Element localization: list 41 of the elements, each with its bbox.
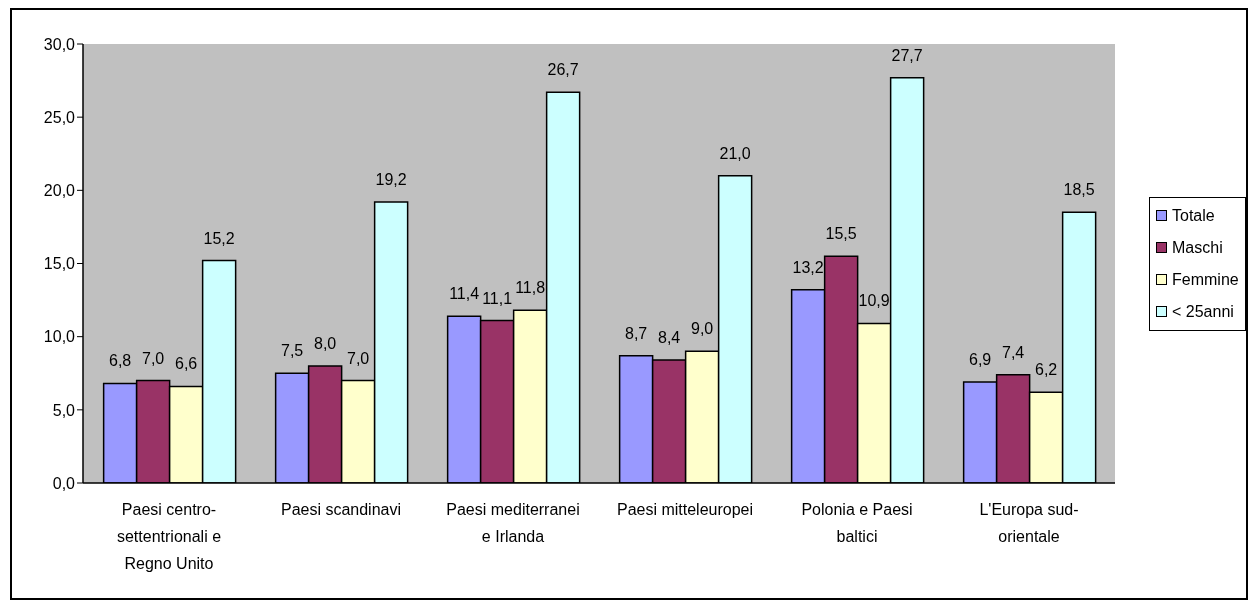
data-label: 7,4 xyxy=(1002,343,1025,361)
legend-label: Femmine xyxy=(1172,269,1239,290)
data-label: 6,8 xyxy=(109,352,132,370)
data-label: 6,6 xyxy=(175,355,198,373)
data-label: 11,1 xyxy=(482,289,513,307)
data-label: 15,5 xyxy=(825,225,857,243)
data-label: 10,9 xyxy=(858,292,890,310)
legend-label: Maschi xyxy=(1172,237,1223,258)
data-label: 7,0 xyxy=(347,349,370,367)
y-tick-label: 20,0 xyxy=(43,182,76,200)
data-label: 6,9 xyxy=(969,351,992,369)
y-tick-label: 25,0 xyxy=(43,108,76,126)
data-label: 18,5 xyxy=(1063,181,1095,199)
x-tick-label: Paesi scandinavi xyxy=(280,501,402,518)
x-tick-label: Paesi mitteleuropei xyxy=(616,501,754,518)
x-tick-label: Paesi centro-settentrionali e Regno Unito xyxy=(116,501,222,572)
data-label: 6,2 xyxy=(1035,361,1058,379)
y-tick-label: 15,0 xyxy=(43,255,76,273)
y-tick-label: 10,0 xyxy=(43,328,76,346)
data-label: 26,7 xyxy=(547,61,579,79)
y-tick-label: 30,0 xyxy=(43,35,76,53)
legend-label: < 25anni xyxy=(1172,301,1234,322)
data-label: 27,7 xyxy=(891,46,923,64)
x-tick-label: L'Europa sud-orientale xyxy=(979,501,1079,545)
data-label: 11,8 xyxy=(515,279,546,297)
data-label: 21,0 xyxy=(719,144,751,162)
data-label: 7,5 xyxy=(281,342,304,360)
x-tick-label: Paesi mediterranei e Irlanda xyxy=(446,501,580,545)
y-tick-label: 0,0 xyxy=(52,474,76,492)
data-label: 8,4 xyxy=(658,329,681,347)
data-label: 7,0 xyxy=(142,349,165,367)
data-label: 8,7 xyxy=(625,324,648,342)
data-label: 13,2 xyxy=(792,258,824,276)
data-label: 9,0 xyxy=(691,320,714,338)
data-label: 15,2 xyxy=(203,229,235,247)
data-label: 11,4 xyxy=(449,285,480,303)
data-label: 19,2 xyxy=(375,171,407,189)
y-tick-label: 5,0 xyxy=(52,401,76,419)
legend-label: Totale xyxy=(1172,205,1215,226)
x-tick-label: Polonia e Paesi baltici xyxy=(801,501,913,545)
data-label: 8,0 xyxy=(314,334,337,352)
